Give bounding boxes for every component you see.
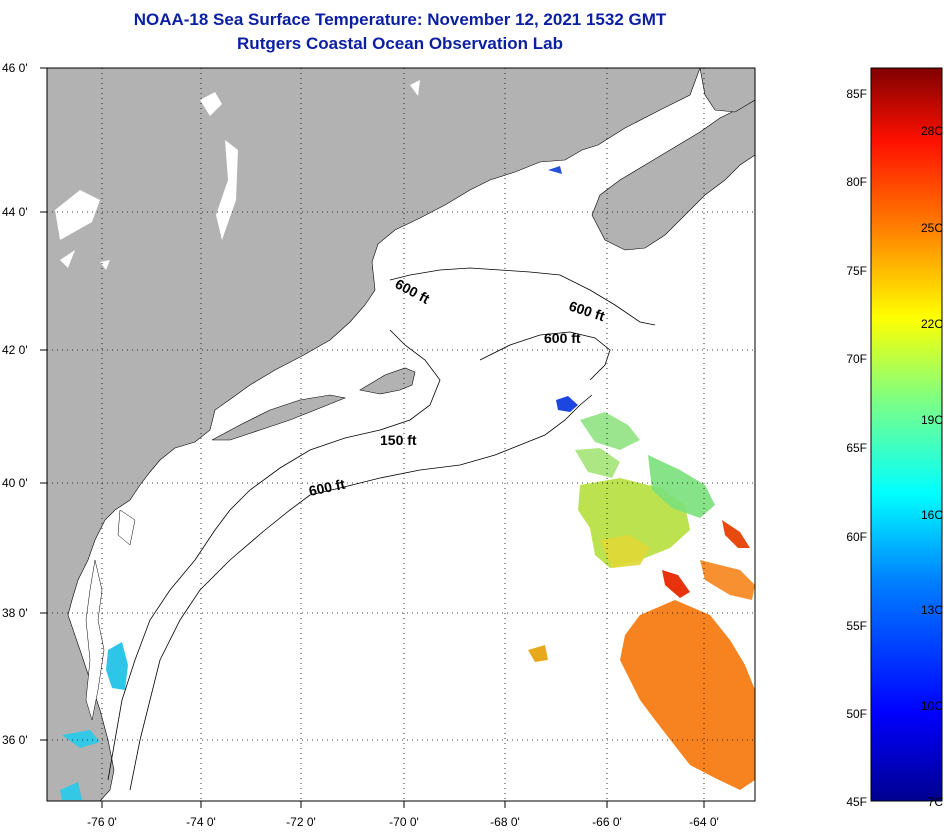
colorbar-label-7c: 7C — [928, 795, 944, 809]
lon-label-72: -72 0' — [286, 815, 316, 829]
contour-600ft — [129, 394, 593, 791]
sst-patch-orange-large — [620, 600, 755, 790]
lon-label-64: -64 0' — [689, 815, 719, 829]
contour-gom — [389, 267, 656, 326]
colorbar-label-13c: 13C — [921, 603, 943, 617]
land-cape-cod — [359, 367, 416, 395]
sst-patch-blue-bay — [548, 166, 562, 174]
colorbar-label-16c: 16C — [921, 508, 943, 522]
contour-georges — [479, 331, 611, 381]
land-long-island — [211, 394, 347, 441]
colorbar — [870, 67, 943, 802]
lat-label-40: 40 0' — [2, 476, 28, 490]
lake-5 — [410, 80, 420, 96]
sst-patch-cyan-va — [106, 642, 128, 690]
lake-6 — [100, 260, 110, 270]
colorbar-label-60f: 60F — [846, 530, 867, 544]
colorbar-labels: 85F 80F 75F 70F 65F 60F 55F 50F 45F 28C … — [846, 87, 943, 809]
map-title: NOAA-18 Sea Surface Temperature: Novembe… — [133, 10, 667, 29]
sst-patch-green-3 — [575, 448, 620, 478]
lat-label-44: 44 0' — [2, 205, 28, 219]
lon-label-74: -74 0' — [186, 815, 216, 829]
lat-label-38: 38 0' — [2, 606, 28, 620]
land-cape-breton — [699, 68, 755, 113]
colorbar-label-50f: 50F — [846, 707, 867, 721]
contour-label-150ft: 150 ft — [380, 432, 417, 448]
lat-label-46: 46 0' — [2, 61, 28, 75]
colorbar-label-10c: 10C — [921, 699, 943, 713]
delaware-bay — [117, 509, 136, 546]
sst-patch-cyan-nc — [62, 730, 100, 748]
graticule — [47, 68, 755, 801]
colorbar-label-85f: 85F — [846, 87, 867, 101]
sst-patch-cyan-south — [60, 782, 82, 800]
contour-label-600ft-shelf: 600 ft — [307, 476, 346, 499]
map-subtitle: Rutgers Coastal Ocean Observation Lab — [237, 34, 563, 53]
lat-label-42: 42 0' — [2, 343, 28, 357]
colorbar-label-22c: 22C — [921, 317, 943, 331]
sst-patch-red-2 — [722, 520, 750, 548]
map-frame — [46, 67, 756, 802]
colorbar-label-70f: 70F — [846, 352, 867, 366]
lake-2 — [216, 140, 238, 240]
contour-label-600ft-georges: 600 ft — [544, 330, 581, 346]
bathymetry-contours — [107, 267, 656, 791]
sst-patch-orange-mid — [700, 560, 755, 600]
axis-ticks — [40, 67, 705, 808]
lat-label-36: 36 0' — [2, 733, 28, 747]
chesapeake-bay — [85, 559, 105, 721]
lon-label-66: -66 0' — [592, 815, 622, 829]
lake-4 — [60, 250, 75, 268]
lon-label-76: -76 0' — [87, 815, 117, 829]
colorbar-label-55f: 55F — [846, 619, 867, 633]
lon-label-70: -70 0' — [389, 815, 419, 829]
lake-3 — [55, 190, 100, 240]
colorbar-label-19c: 19C — [921, 413, 943, 427]
lake-1 — [200, 92, 222, 116]
sst-data-layer — [60, 166, 755, 800]
sst-patch-green — [648, 455, 715, 518]
sst-patch-green-2 — [580, 412, 640, 450]
contour-150ft — [107, 329, 441, 781]
colorbar-label-75f: 75F — [846, 264, 867, 278]
lon-label-68: -68 0' — [490, 815, 520, 829]
sst-patch-orange-small — [528, 645, 548, 662]
land-mainland — [47, 68, 701, 801]
colorbar-label-80f: 80F — [846, 175, 867, 189]
sst-patch-yellow — [600, 535, 650, 568]
colorbar-label-28c: 28C — [921, 124, 943, 138]
sst-patch-red — [662, 570, 690, 598]
land-nova-scotia — [591, 99, 755, 251]
sst-patch-blue-gom — [556, 396, 578, 412]
colorbar-label-45f: 45F — [846, 795, 867, 809]
colorbar-label-25c: 25C — [921, 221, 943, 235]
colorbar-label-65f: 65F — [846, 441, 867, 455]
